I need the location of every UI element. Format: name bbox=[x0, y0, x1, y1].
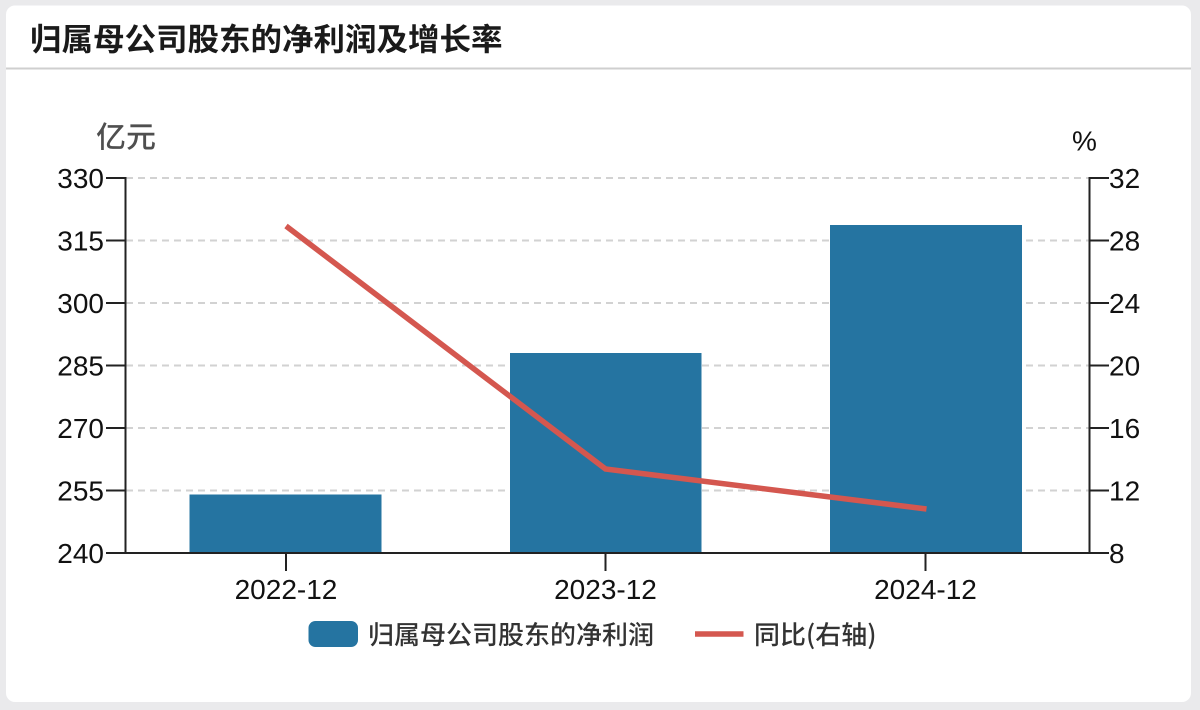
svg-text:315: 315 bbox=[57, 226, 104, 257]
svg-text:%: % bbox=[1072, 126, 1097, 157]
svg-text:270: 270 bbox=[57, 413, 104, 444]
svg-text:16: 16 bbox=[1109, 413, 1140, 444]
svg-text:255: 255 bbox=[57, 476, 104, 507]
svg-text:2022-12: 2022-12 bbox=[235, 574, 338, 605]
svg-text:8: 8 bbox=[1109, 538, 1125, 569]
svg-text:20: 20 bbox=[1109, 351, 1140, 382]
svg-text:24: 24 bbox=[1109, 288, 1140, 319]
svg-text:32: 32 bbox=[1109, 163, 1140, 194]
svg-text:300: 300 bbox=[57, 288, 104, 319]
svg-text:12: 12 bbox=[1109, 476, 1140, 507]
svg-text:330: 330 bbox=[57, 163, 104, 194]
svg-text:285: 285 bbox=[57, 351, 104, 382]
svg-text:28: 28 bbox=[1109, 226, 1140, 257]
svg-text:2024-12: 2024-12 bbox=[874, 574, 977, 605]
svg-text:2023-12: 2023-12 bbox=[554, 574, 657, 605]
svg-text:240: 240 bbox=[57, 538, 104, 569]
